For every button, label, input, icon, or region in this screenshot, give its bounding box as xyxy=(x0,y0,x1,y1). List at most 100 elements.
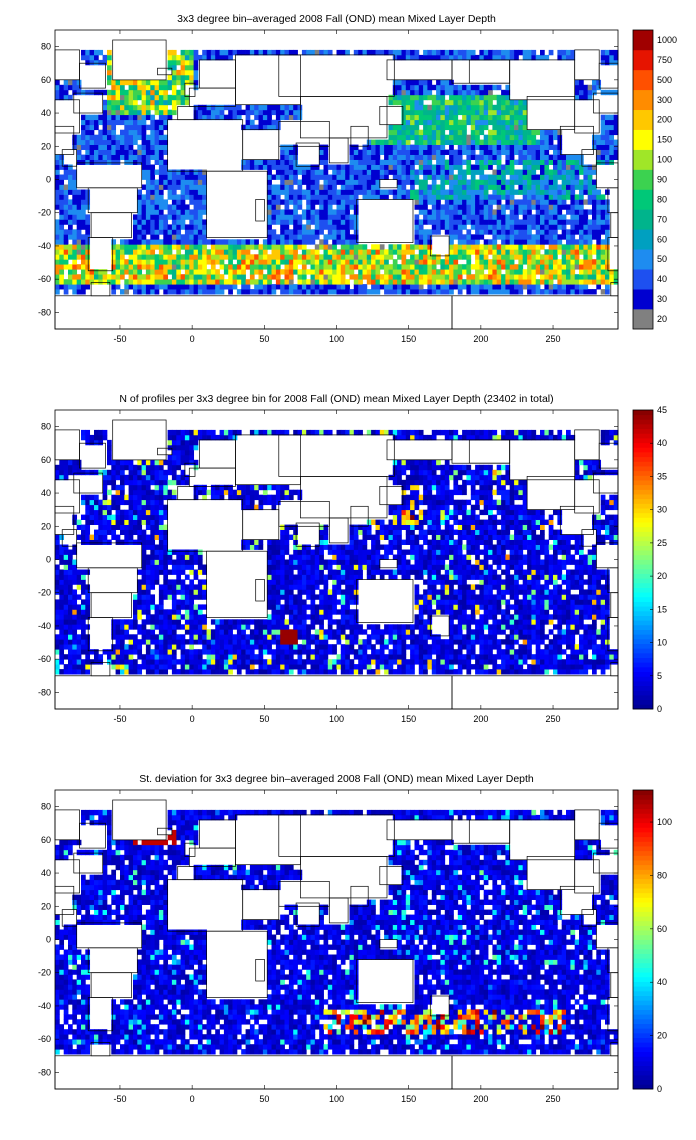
heatmap-cell xyxy=(154,274,160,280)
heatmap-cell xyxy=(81,119,86,126)
heatmap-cell xyxy=(340,284,346,290)
heatmap-cell xyxy=(561,259,567,265)
heatmap-cell xyxy=(496,199,502,205)
heatmap-cell xyxy=(371,254,376,260)
heatmap-cell xyxy=(180,189,186,195)
heatmap-cell xyxy=(271,184,277,190)
heatmap-cell xyxy=(427,229,433,235)
heatmap-cell xyxy=(449,244,454,250)
heatmap-cell xyxy=(540,289,545,295)
heatmap-cell xyxy=(427,264,433,270)
heatmap-cell xyxy=(85,519,91,525)
heatmap-cell xyxy=(444,174,450,180)
heatmap-cell xyxy=(297,104,303,111)
heatmap-cell xyxy=(124,534,130,540)
heatmap-cell xyxy=(189,429,195,436)
heatmap-cell xyxy=(531,284,537,290)
heatmap-cell xyxy=(505,244,511,250)
heatmap-cell xyxy=(124,249,130,255)
heatmap-cell xyxy=(232,104,238,111)
heatmap-cell xyxy=(202,289,207,295)
heatmap-cell xyxy=(306,194,311,200)
heatmap-cell xyxy=(592,179,597,185)
heatmap-cell xyxy=(184,204,190,210)
heatmap-cell xyxy=(189,264,195,270)
heatmap-cell xyxy=(275,234,281,240)
heatmap-cell xyxy=(518,234,524,240)
heatmap-cell xyxy=(154,289,160,295)
heatmap-cell xyxy=(314,214,320,220)
heatmap-cell xyxy=(137,469,143,476)
heatmap-cell xyxy=(436,199,441,205)
heatmap-cell xyxy=(557,234,563,240)
heatmap-cell xyxy=(444,164,450,170)
heatmap-cell xyxy=(505,154,511,160)
heatmap-cell xyxy=(163,144,169,150)
heatmap-cell xyxy=(280,269,285,275)
heatmap-cell xyxy=(561,174,567,180)
heatmap-cell xyxy=(76,639,82,645)
heatmap-cell xyxy=(158,274,164,280)
heatmap-cell xyxy=(98,534,104,540)
heatmap-cell xyxy=(193,209,199,215)
heatmap-cell xyxy=(167,184,173,190)
heatmap-cell xyxy=(72,239,78,245)
x-tick-label: 0 xyxy=(190,334,195,344)
heatmap-cell xyxy=(120,619,125,625)
coastline xyxy=(242,129,280,160)
heatmap-cell xyxy=(544,274,550,280)
heatmap-cell xyxy=(414,284,420,290)
heatmap-cell xyxy=(609,139,615,145)
heatmap-cell xyxy=(55,554,60,560)
heatmap-cell xyxy=(275,124,281,131)
heatmap-cell xyxy=(137,464,143,471)
heatmap-cell xyxy=(427,249,433,255)
heatmap-cell xyxy=(171,579,177,585)
heatmap-cell xyxy=(158,249,164,255)
heatmap-cell xyxy=(531,159,537,165)
heatmap-cell xyxy=(167,644,173,650)
heatmap-cell xyxy=(297,164,303,170)
heatmap-cell xyxy=(319,254,324,260)
heatmap-cell xyxy=(193,229,199,235)
heatmap-cell xyxy=(180,434,186,441)
heatmap-cell xyxy=(68,469,73,476)
heatmap-cell xyxy=(427,184,433,190)
heatmap-cell xyxy=(197,569,203,575)
heatmap-cell xyxy=(267,259,272,265)
heatmap-cell xyxy=(574,194,580,200)
heatmap-cell xyxy=(553,239,558,245)
heatmap-cell xyxy=(184,434,190,441)
heatmap-cell xyxy=(579,89,584,96)
heatmap-cell xyxy=(327,174,333,180)
heatmap-cell xyxy=(418,239,424,245)
heatmap-cell xyxy=(479,254,485,260)
heatmap-cell xyxy=(137,104,143,111)
heatmap-cell xyxy=(392,129,398,136)
heatmap-cell xyxy=(167,654,173,660)
heatmap-cell xyxy=(362,284,368,290)
coastline xyxy=(295,142,320,167)
heatmap-cell xyxy=(509,189,515,195)
coastline xyxy=(350,125,369,147)
heatmap-cell xyxy=(492,94,498,101)
heatmap-cell xyxy=(414,114,420,121)
heatmap-cell xyxy=(332,199,337,205)
heatmap-cell xyxy=(81,574,86,580)
heatmap-cell xyxy=(107,499,112,506)
heatmap-cell xyxy=(137,109,143,116)
heatmap-cell xyxy=(193,654,199,660)
heatmap-cell xyxy=(115,664,121,670)
heatmap-cell xyxy=(462,194,467,200)
heatmap-cell xyxy=(449,199,454,205)
heatmap-cell xyxy=(297,219,303,225)
heatmap-cell xyxy=(531,249,537,255)
heatmap-cell xyxy=(358,154,363,160)
heatmap-cell xyxy=(496,99,502,106)
heatmap-cell xyxy=(492,279,498,285)
heatmap-cell xyxy=(115,469,121,476)
heatmap-cell xyxy=(553,174,558,180)
heatmap-cell xyxy=(414,199,420,205)
heatmap-cell xyxy=(596,199,602,205)
heatmap-cell xyxy=(137,664,143,670)
